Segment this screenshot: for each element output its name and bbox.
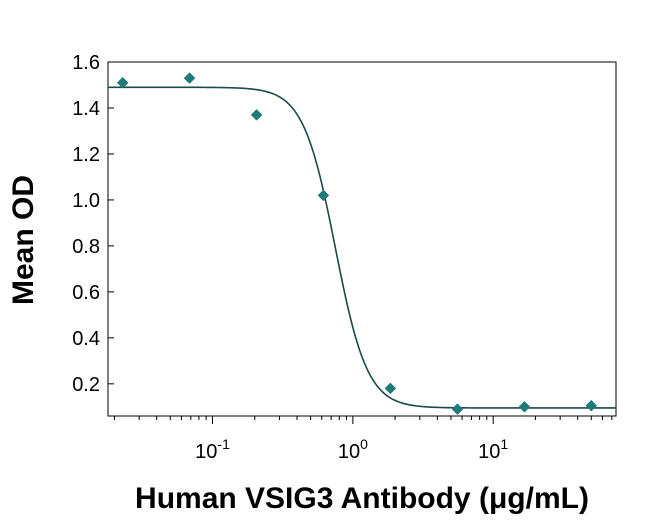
- data-point: [518, 400, 531, 413]
- data-point: [183, 72, 196, 84]
- data-point: [384, 382, 397, 395]
- y-tick-label: 1.2: [72, 144, 100, 166]
- data-point: [585, 399, 598, 412]
- fit-curve: [108, 86, 616, 409]
- data-points: [116, 72, 598, 415]
- x-axis-title: Human VSIG3 Antibody (μg/mL): [135, 482, 589, 515]
- data-point: [317, 189, 330, 202]
- plot-area-frame: [107, 61, 617, 417]
- y-axis-title: Mean OD: [7, 175, 40, 305]
- y-tick-label: 1.4: [72, 98, 100, 120]
- x-axis: 10-1 100 101: [113, 416, 613, 463]
- y-tick-label: 0.8: [72, 236, 100, 258]
- y-axis: 0.2 0.4 0.6 0.8 1.0 1.2 1.4 1.6: [72, 52, 114, 396]
- x-tick-label: 100: [338, 436, 368, 463]
- y-tick-label: 0.4: [72, 328, 100, 350]
- x-tick-label: 10-1: [195, 436, 230, 463]
- y-tick-label: 0.2: [72, 374, 100, 396]
- y-tick-label: 1.0: [72, 190, 100, 212]
- y-tick-label: 1.6: [72, 52, 100, 74]
- data-point: [250, 109, 263, 121]
- data-point: [451, 403, 464, 415]
- y-tick-label: 0.6: [72, 282, 100, 304]
- data-point: [116, 76, 129, 89]
- x-tick-label: 101: [478, 436, 508, 463]
